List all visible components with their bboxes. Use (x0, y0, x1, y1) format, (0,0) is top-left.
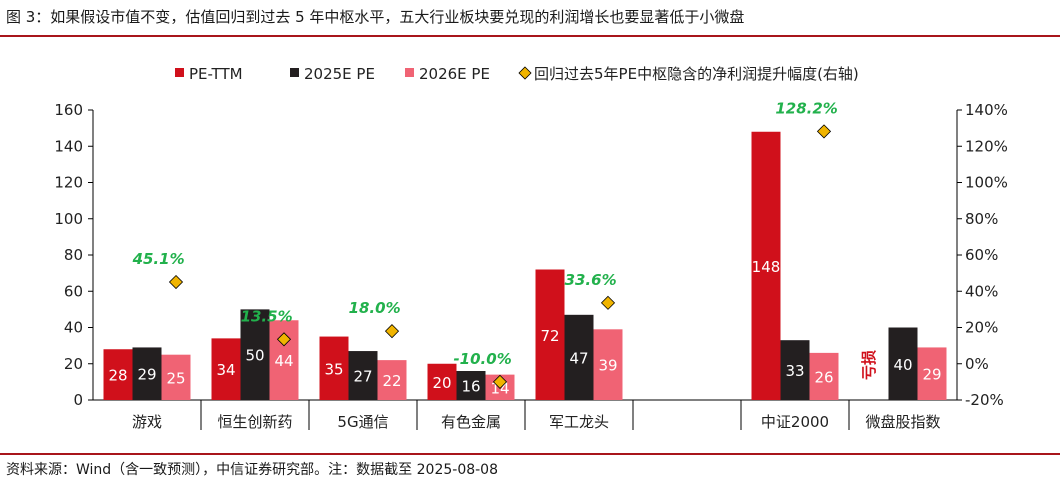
right-axis-tick-label: 0% (965, 355, 989, 373)
left-axis-tick-label: 140 (54, 137, 83, 155)
bar (593, 329, 623, 400)
bar (103, 349, 133, 400)
right-axis-tick-label: 100% (965, 174, 1008, 192)
caption-divider (0, 35, 1060, 37)
bar-value-label: 39 (598, 357, 617, 375)
bar-value-label: 29 (922, 366, 941, 384)
chart-bars: 2834352072148亏损2950271647334025442214392… (103, 131, 947, 400)
bar-value-label: 27 (353, 368, 372, 386)
x-axis-category-label: 有色金属 (441, 413, 501, 431)
legend-swatch (175, 68, 184, 77)
x-axis-category-label: 5G通信 (337, 413, 388, 431)
legend-label: 回归过去5年PE中枢隐含的净利润提升幅度(右轴) (534, 65, 859, 83)
legend-swatch (405, 68, 414, 77)
bar (240, 309, 270, 400)
right-axis-tick-label: 40% (965, 282, 998, 300)
x-axis-category-label: 游戏 (132, 413, 162, 431)
bar (427, 363, 457, 400)
right-axis-tick-label: 20% (965, 319, 998, 337)
bar (319, 336, 349, 400)
line-series-marker (816, 124, 832, 139)
right-axis-tick-label: 60% (965, 246, 998, 264)
bar-value-label: 16 (461, 378, 480, 396)
bar-value-label: 50 (245, 347, 264, 365)
right-axis-tick-label: 80% (965, 210, 998, 228)
bar-value-label: 35 (324, 360, 343, 378)
left-axis-tick-label: 20 (64, 355, 83, 373)
line-series-value-label: -10.0% (453, 350, 511, 368)
left-axis-tick-label: 60 (64, 282, 83, 300)
figure-caption: 图 3：如果假设市值不变，估值回归到过去 5 年中枢水平，五大行业板块要兑现的利… (6, 8, 745, 26)
bar-value-label: 28 (108, 367, 127, 385)
line-series-value-label: 13.5% (241, 307, 293, 325)
line-series-value-label: 18.0% (349, 299, 401, 317)
bar (348, 351, 378, 400)
right-axis-tick-label: -20% (965, 391, 1004, 409)
left-axis-tick-label: 0 (73, 391, 83, 409)
chart-markers: 45.1% 13.5% 18.0% -10.0% 33.6% 128.2% (132, 99, 838, 389)
bar-value-label: 148 (752, 258, 781, 276)
right-axis-tick-label: 140% (965, 101, 1008, 119)
bar (809, 352, 839, 400)
bar (917, 347, 947, 400)
line-series-value-label: 45.1% (132, 250, 185, 268)
bar (780, 340, 810, 400)
source-divider (0, 453, 1060, 455)
bar (564, 314, 594, 400)
bar-value-label: 29 (137, 366, 156, 384)
bar-value-label: 26 (814, 368, 833, 386)
right-axis-tick-label: 120% (965, 137, 1008, 155)
left-axis-tick-label: 100 (54, 210, 83, 228)
left-axis-tick-label: 120 (54, 174, 83, 192)
bar (535, 269, 565, 400)
x-axis-category-label: 军工龙头 (549, 413, 609, 431)
x-axis-category-label: 中证2000 (761, 413, 829, 431)
line-series-marker (492, 374, 508, 389)
left-axis-tick-label: 160 (54, 101, 83, 119)
line-series-marker (600, 295, 616, 310)
bar-value-label: 22 (382, 372, 401, 390)
legend-swatch (518, 66, 532, 80)
left-axis-tick-label: 40 (64, 319, 83, 337)
legend-swatch (290, 68, 299, 77)
bar (888, 327, 918, 400)
bar (211, 338, 241, 400)
bar (132, 347, 162, 400)
legend-label: 2025E PE (304, 65, 375, 83)
chart-legend: PE-TTM 2025E PE 2026E PE 回归过去5年PE中枢隐含的净利润提升… (175, 65, 859, 83)
legend-label: PE-TTM (189, 65, 243, 83)
left-axis-tick-label: 80 (64, 246, 83, 264)
x-axis-category-label: 恒生创新药 (217, 413, 292, 431)
source-note: 资料来源：Wind（含一致预测），中信证券研究部。注：数据截至 2025-08-… (6, 462, 498, 478)
bar-value-label: 33 (785, 362, 804, 380)
legend-label: 2026E PE (419, 65, 490, 83)
bar (751, 131, 781, 400)
line-series-marker (168, 274, 184, 290)
line-series-marker (384, 324, 400, 339)
bar-value-label: 25 (166, 369, 185, 387)
bar-value-label: 44 (274, 352, 293, 370)
bar (161, 354, 191, 400)
bar-value-label: 40 (893, 356, 912, 374)
bar-value-label: 72 (540, 327, 559, 345)
bar (456, 371, 486, 400)
line-series-marker (276, 332, 292, 347)
line-series-value-label: 33.6% (565, 271, 617, 289)
bar (377, 360, 407, 400)
line-series-value-label: 128.2% (775, 99, 837, 117)
bar-value-label: 47 (569, 349, 588, 367)
bar-value-label: 34 (216, 361, 235, 379)
x-axis-category-label: 微盘股指数 (865, 413, 940, 431)
bar-value-label: 20 (432, 374, 451, 392)
bar-no-value-label: 亏损 (860, 350, 878, 380)
chart-axes: 0 20 40 60 80 100 120 140 160 -20% 0% 20% 40% 60% 80% 1… (54, 101, 1008, 431)
